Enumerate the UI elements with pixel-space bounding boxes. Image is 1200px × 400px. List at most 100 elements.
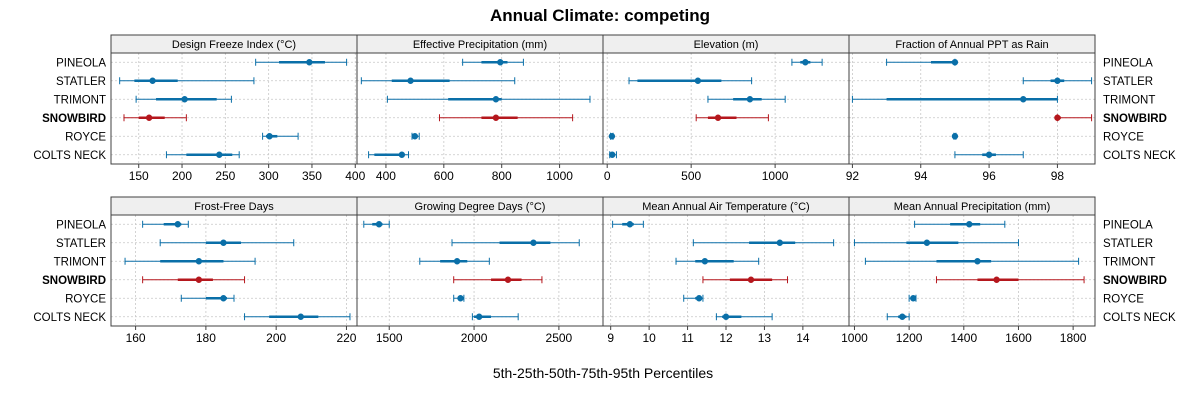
median-point [951, 59, 959, 66]
x-tick-label: 1600 [1005, 331, 1032, 345]
y-label-left-pineola: PINEOLA [56, 57, 106, 69]
percentile-mark-pineola [462, 58, 524, 66]
median-point [174, 221, 181, 228]
percentile-mark-statler [119, 77, 255, 85]
percentile-mark-snowbird [935, 276, 1085, 284]
median-point [966, 221, 973, 228]
percentile-mark-trimont [851, 95, 1058, 103]
panel-elevation-m: Elevation (m) 0 500 1000 [602, 34, 850, 183]
y-label-right-trimont: TRIMONT [1103, 256, 1155, 268]
panel-title: Fraction of Annual PPT as Rain [895, 39, 1048, 51]
median-point [492, 96, 500, 103]
percentile-mark-snowbird [123, 114, 187, 122]
x-tick-label: 9 [607, 331, 614, 345]
x-tick-label: 94 [914, 169, 928, 183]
percentile-mark-royce [951, 132, 959, 140]
x-tick-label: 10 [642, 331, 656, 345]
y-label-right-statler: STATLER [1103, 238, 1153, 250]
x-tick-label: 200 [266, 331, 286, 345]
y-label-left-pineola: PINEOLA [56, 219, 106, 231]
percentile-mark-pineola [791, 58, 823, 66]
panel-frame [110, 214, 358, 327]
median-point [802, 59, 809, 66]
y-label-left-trimont: TRIMONT [54, 94, 106, 106]
y-label-left-colts-neck: COLTS NECK [33, 312, 106, 324]
x-tick-label: 98 [1051, 169, 1065, 183]
y-label-left-royce: ROYCE [65, 131, 106, 143]
x-tick-label: 1400 [950, 331, 977, 345]
panel-frost-free-days: Frost-Free Days 160 180 200 220 [110, 196, 358, 345]
percentile-mark-statler [159, 239, 295, 247]
percentile-mark-pineola [612, 220, 644, 228]
panel-growing-degree-days-c: Growing Degree Days (°C) 1500 2000 2500 [356, 196, 604, 345]
percentile-mark-statler [692, 239, 835, 247]
x-tick-label: 150 [129, 169, 149, 183]
panel-frame [602, 52, 850, 165]
x-tick-label: 1200 [896, 331, 923, 345]
percentile-mark-colts-neck [471, 313, 519, 321]
percentile-mark-trimont [864, 257, 1080, 265]
percentile-mark-statler [1022, 77, 1093, 85]
median-point [722, 313, 730, 320]
x-tick-label: 600 [434, 169, 454, 183]
percentile-mark-royce [180, 294, 235, 302]
x-tick-label: 800 [492, 169, 512, 183]
y-label-left-statler: STATLER [56, 76, 106, 88]
percentile-mark-pineola [886, 58, 959, 66]
y-label-left-trimont: TRIMONT [54, 256, 106, 268]
percentile-mark-trimont [386, 95, 591, 103]
median-point [398, 151, 406, 158]
panel-grid: Design Freeze Index (°C) 150 200 250 300 350 4… [33, 34, 1176, 345]
x-axis-label: 5th-25th-50th-75th-95th Percentiles [493, 365, 713, 381]
median-point [747, 276, 755, 283]
panel-title: Mean Annual Precipitation (mm) [894, 201, 1051, 213]
median-point [923, 239, 931, 246]
percentile-mark-statler [853, 239, 1019, 247]
percentile-mark-statler [360, 77, 516, 85]
median-point [1020, 96, 1027, 103]
percentile-mark-royce [453, 294, 465, 302]
panel-frame [356, 52, 604, 165]
x-tick-label: 400 [376, 169, 396, 183]
median-point [375, 221, 383, 228]
x-tick-label: 2000 [461, 331, 488, 345]
median-point [1054, 114, 1061, 121]
percentile-mark-royce [608, 132, 616, 140]
x-tick-label: 1000 [546, 169, 573, 183]
chart-title: Annual Climate: competing [490, 6, 710, 25]
percentile-mark-snowbird [695, 114, 769, 122]
median-point [181, 96, 188, 103]
panel-frame [848, 214, 1096, 327]
percentile-mark-snowbird [438, 114, 574, 122]
y-label-left-colts-neck: COLTS NECK [33, 150, 106, 162]
median-point [411, 133, 419, 140]
x-tick-label: 500 [681, 169, 701, 183]
panel-title: Effective Precipitation (mm) [413, 39, 547, 51]
median-point [985, 151, 993, 158]
median-point [145, 114, 153, 121]
y-label-right-royce: ROYCE [1103, 131, 1144, 143]
percentile-mark-colts-neck [244, 313, 351, 321]
panel-mean-annual-precipitation-mm: Mean Annual Precipitation (mm) 1000 1200 14… [841, 196, 1096, 345]
x-tick-label: 180 [196, 331, 216, 345]
panel-title: Growing Degree Days (°C) [415, 201, 546, 213]
median-point [297, 313, 304, 320]
median-point [746, 96, 754, 103]
panel-effective-precipitation-mm: Effective Precipitation (mm) 400 600 800 100… [356, 34, 604, 183]
x-tick-label: 350 [302, 169, 322, 183]
median-point [776, 239, 784, 246]
percentile-mark-pineola [363, 220, 390, 228]
median-point [626, 221, 634, 228]
x-tick-label: 96 [982, 169, 996, 183]
median-point [974, 258, 981, 265]
percentile-mark-colts-neck [368, 151, 410, 159]
y-label-right-trimont: TRIMONT [1103, 94, 1155, 106]
y-label-right-snowbird: SNOWBIRD [1103, 275, 1167, 287]
panel-title: Mean Annual Air Temperature (°C) [642, 201, 809, 213]
percentile-mark-snowbird [453, 276, 543, 284]
percentile-mark-trimont [124, 257, 256, 265]
y-label-left-snowbird: SNOWBIRD [42, 113, 106, 125]
median-point [951, 133, 959, 140]
percentile-mark-pineola [255, 58, 348, 66]
x-tick-label: 92 [846, 169, 860, 183]
